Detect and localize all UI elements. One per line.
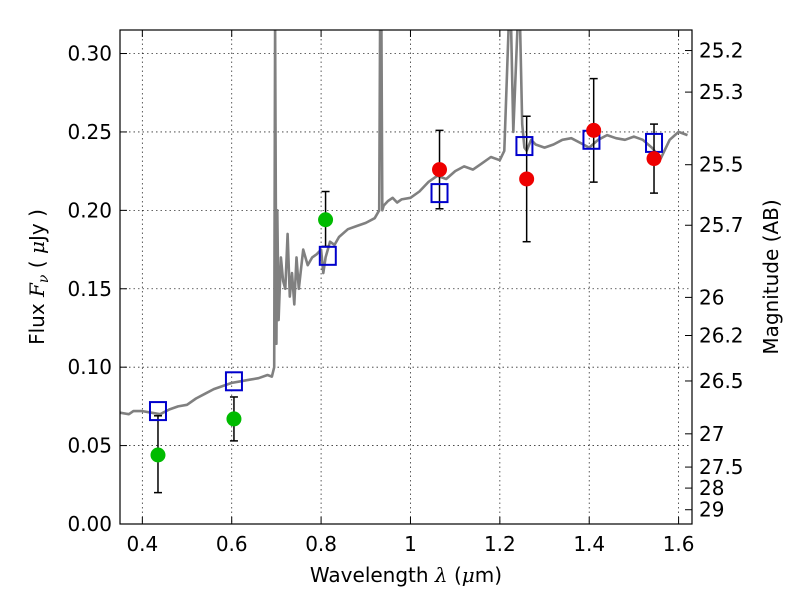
y2-axis-label: Magnitude (AB) — [759, 199, 783, 354]
model-photometry-square — [318, 245, 337, 266]
model-photometry-square — [430, 183, 449, 204]
model-photometry-square — [148, 401, 167, 422]
errorbar-layer — [153, 77, 659, 494]
y-tick-label: 0.25 — [67, 120, 112, 144]
mag-tick-label: 27 — [699, 422, 724, 446]
mag-tick-label: 25.7 — [699, 213, 744, 237]
mag-tick-label: 27.5 — [699, 455, 744, 479]
mag-tick-label: 25.5 — [699, 153, 744, 177]
x-tick-label: 1.4 — [573, 532, 605, 556]
y-tick-label: 0.15 — [67, 277, 112, 301]
x-tick-label: 1.2 — [484, 532, 516, 556]
x-axis-label: Wavelength λ (μm) — [310, 563, 502, 587]
mag-tick-label: 29 — [699, 498, 724, 522]
observed-point-green — [226, 411, 242, 427]
mag-tick-label: 26.5 — [699, 369, 744, 393]
grid-lines — [120, 30, 692, 525]
x-tick-label: 0.4 — [126, 532, 158, 556]
mag-tick-label: 25.3 — [699, 80, 744, 104]
observed-point-red — [432, 162, 448, 178]
y-tick-label: 0.00 — [67, 512, 112, 536]
y-tick-label: 0.20 — [67, 198, 112, 222]
x-tick-label: 0.8 — [305, 532, 337, 556]
x-tick-label: 1 — [404, 532, 417, 556]
model-spectrum-layer — [120, 30, 688, 416]
observed-point-green — [318, 212, 334, 228]
tick-labels: 0.4 0.6 0.8 1 1.2 1.4 1.6 0.00 0.05 0.10 0.15 0.20 0… — [67, 39, 743, 556]
y-tick-label: 0.10 — [67, 355, 112, 379]
model-spectrum-line — [120, 30, 688, 416]
model-photometry-square — [515, 136, 534, 157]
mag-tick-label: 28 — [699, 476, 724, 500]
observed-point-red — [646, 151, 662, 167]
y-tick-label: 0.05 — [67, 434, 112, 458]
marker-layer — [148, 122, 664, 463]
plot-frame — [119, 29, 693, 525]
observed-point-green — [150, 447, 166, 463]
mag-tick-label: 26.2 — [699, 323, 744, 347]
observed-point-red — [586, 122, 602, 138]
x-tick-label: 0.6 — [216, 532, 248, 556]
y-tick-label: 0.30 — [67, 42, 112, 66]
x-tick-label: 1.6 — [663, 532, 695, 556]
observed-point-red — [519, 171, 535, 187]
y-axis-label: Flux Fν ( μJy ) — [25, 209, 52, 345]
mag-tick-label: 25.2 — [699, 39, 744, 63]
mag-tick-label: 26 — [699, 285, 724, 309]
tick-marks — [120, 30, 692, 525]
model-photometry-square — [224, 371, 243, 392]
